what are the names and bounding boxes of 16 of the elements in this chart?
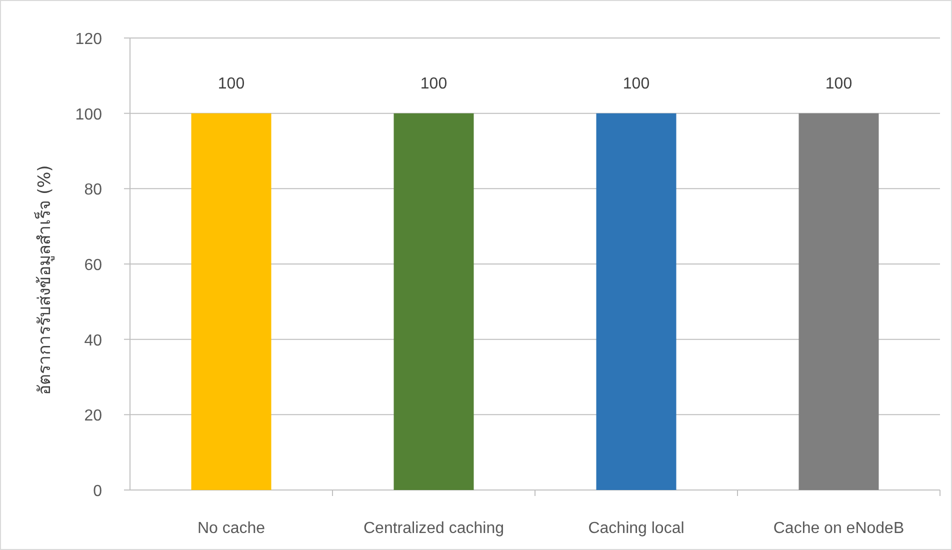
data-label: 100 <box>420 75 448 92</box>
y-tick-label: 100 <box>75 106 102 124</box>
x-tick-label: Centralized caching <box>363 520 504 537</box>
data-label: 100 <box>218 75 245 92</box>
y-axis-title: อัตราการรับส่งข้อมูลสำเร็จ (%) <box>33 165 55 395</box>
data-label: 100 <box>825 75 852 92</box>
y-tick-label: 120 <box>75 31 102 48</box>
x-tick-label: No cache <box>197 520 266 537</box>
data-label: 100 <box>622 75 650 92</box>
x-tick-label: Caching local <box>588 520 684 537</box>
y-tick-label: 20 <box>84 408 102 425</box>
y-tick-label: 60 <box>84 257 102 274</box>
x-tick-label: Cache on eNodeB <box>773 520 904 537</box>
y-tick-label: 80 <box>84 182 102 199</box>
y-tick-label: 40 <box>84 332 102 350</box>
y-tick-label: 0 <box>93 483 102 500</box>
